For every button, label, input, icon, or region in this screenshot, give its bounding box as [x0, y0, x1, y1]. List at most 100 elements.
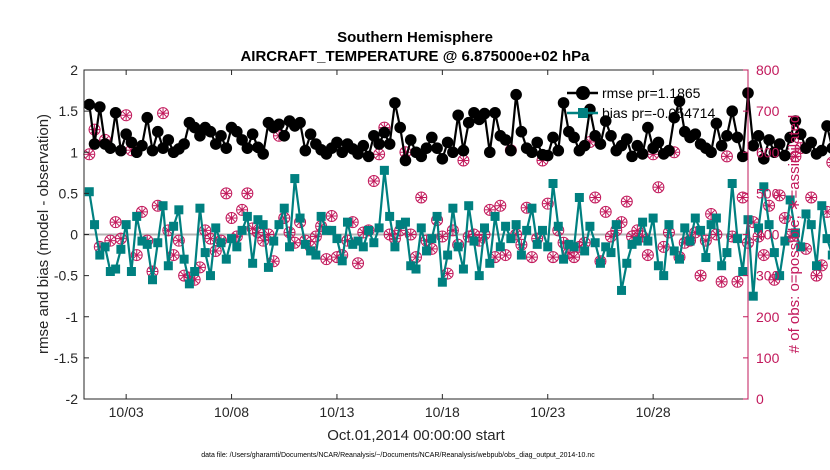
- obs-assimilated-point: [374, 149, 385, 160]
- bias-point: [84, 187, 94, 197]
- bias-point: [590, 238, 600, 248]
- obs-possible-point: [715, 275, 728, 288]
- rmse-point: [209, 138, 222, 150]
- bias-point: [490, 211, 500, 221]
- obs-assimilated-point: [158, 108, 169, 119]
- obs-assimilated-point: [121, 110, 132, 121]
- bias-point: [806, 220, 816, 230]
- obs-possible-point: [699, 234, 712, 247]
- rmse-point: [299, 144, 312, 157]
- bias-point: [580, 246, 590, 256]
- obs-possible-point: [499, 249, 512, 262]
- legend-bias-label: bias pr=-0.054714: [602, 105, 715, 121]
- obs-assimilated-point: [790, 151, 801, 162]
- rmse-point: [531, 136, 544, 149]
- obs-possible-point: [172, 234, 185, 247]
- rmse-point: [194, 130, 206, 142]
- rmse-point: [552, 144, 565, 157]
- bias-point: [585, 221, 595, 231]
- bias-point: [817, 201, 827, 211]
- rmse-point: [88, 138, 101, 150]
- bias-point: [269, 236, 279, 246]
- obs-possible-point: [157, 107, 170, 120]
- obs-possible-point: [805, 191, 818, 204]
- bias-point: [574, 192, 584, 202]
- bias-point: [474, 271, 484, 281]
- obs-possible-point: [657, 240, 670, 253]
- obs-assimilated-point: [495, 200, 506, 211]
- x-tick-label: 10/03: [109, 404, 144, 420]
- y-right-tick-label: 600: [756, 144, 780, 160]
- obs-possible-point: [547, 251, 560, 264]
- bias-point: [690, 213, 700, 223]
- bias-point: [674, 254, 684, 264]
- rmse-point: [768, 146, 781, 159]
- bias-point: [827, 250, 830, 260]
- bias-point: [406, 261, 416, 271]
- bias-point: [232, 242, 242, 252]
- obs-possible-point: [599, 205, 612, 218]
- rmse-point: [220, 142, 233, 154]
- obs-assimilated-point: [458, 155, 469, 166]
- bias-point: [548, 179, 558, 189]
- rmse-point: [368, 130, 380, 142]
- bias-point: [648, 213, 658, 223]
- y-tick-label: 1: [70, 144, 78, 160]
- y-right-tick-label: 400: [756, 227, 780, 243]
- bias-point: [443, 250, 453, 260]
- bias-point: [158, 201, 168, 211]
- chart-subtitle: AIRCRAFT_TEMPERATURE @ 6.875000e+02 hPa: [240, 48, 590, 65]
- rmse-point: [499, 134, 512, 146]
- obs-possible-point: [225, 212, 238, 225]
- rmse-point: [663, 144, 675, 157]
- rmse-point: [215, 130, 227, 142]
- bias-point: [105, 267, 115, 277]
- rmse-point: [815, 144, 828, 157]
- rmse-point: [515, 125, 528, 138]
- rmse-point: [415, 150, 428, 163]
- y-tick-label: 0.5: [59, 185, 79, 201]
- obs-assimilated-point: [105, 235, 116, 246]
- legend: rmse pr=1.1865 bias pr=-0.054714: [567, 85, 715, 121]
- rmse-point: [394, 121, 406, 134]
- bias-point: [274, 220, 284, 230]
- y-right-axis-label: # of obs: o=possible; ∗=assimilated: [786, 115, 803, 354]
- rmse-point: [104, 142, 117, 154]
- bias-point: [632, 236, 642, 246]
- obs-possible-point: [220, 187, 233, 200]
- x-tick-label: 10/18: [425, 404, 460, 420]
- bias-point: [685, 236, 695, 246]
- rmse-point: [441, 136, 454, 149]
- obs-assimilated-point: [653, 182, 664, 193]
- y-tick-label: 2: [70, 62, 78, 78]
- bias-point: [253, 215, 263, 225]
- bias-point: [501, 221, 511, 231]
- obs-possible-point: [826, 156, 830, 169]
- bias-point: [569, 242, 579, 252]
- rmse-point: [721, 130, 733, 142]
- rmse-point: [257, 148, 269, 160]
- rmse-point: [278, 130, 291, 142]
- bias-point: [564, 239, 574, 249]
- rmse-point: [304, 128, 317, 140]
- bias-point: [464, 201, 474, 211]
- bias-series-layer: [84, 165, 830, 301]
- rmse-point: [357, 139, 370, 152]
- bias-point: [812, 261, 822, 271]
- y-right-tick-label: 800: [756, 62, 780, 78]
- bias-point: [248, 258, 258, 268]
- bias-point: [559, 254, 569, 264]
- rmse-point: [578, 139, 591, 152]
- obs-possible-point: [731, 275, 744, 288]
- bias-point: [727, 179, 737, 189]
- bias-point: [759, 182, 769, 192]
- obs-possible-point: [367, 175, 380, 188]
- y-axis-label: rmse and bias (model - observation): [35, 114, 52, 354]
- rmse-point: [462, 116, 475, 129]
- obs-possible-point: [325, 209, 338, 222]
- bias-point: [111, 264, 121, 274]
- rmse-point: [784, 131, 796, 144]
- rmse-point: [505, 144, 517, 157]
- obs-possible-point: [641, 249, 654, 262]
- obs-possible-point: [446, 224, 459, 237]
